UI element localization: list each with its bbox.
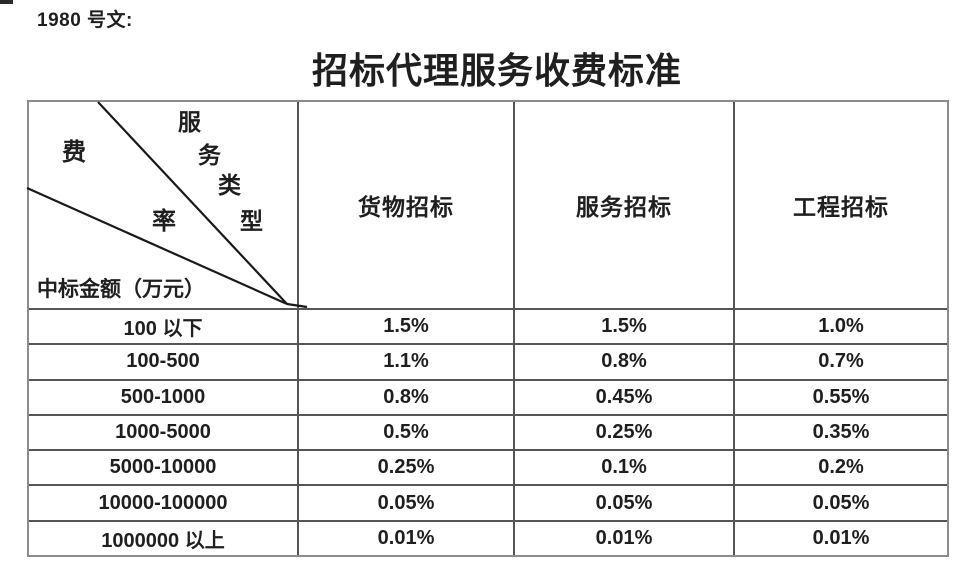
row-label: 1000-5000 [29, 413, 297, 449]
fee-value: 1.5% [297, 308, 513, 344]
fee-value: 0.25% [513, 413, 733, 450]
fee-value: 0.45% [513, 378, 733, 414]
fee-value: 0.8% [513, 343, 733, 379]
table-corner-header: 服 务 类 型 费 率 中标金额（万元） [26, 101, 308, 309]
fee-value: 1.5% [513, 308, 733, 344]
doc-number: 1980 号文: [37, 10, 133, 31]
row-label: 1000000 以上 [29, 519, 297, 555]
page-title: 招标代理服务收费标准 [311, 51, 682, 91]
fee-value: 0.01% [513, 519, 733, 555]
fee-value: 0.5% [297, 413, 513, 450]
corner-service-type-char: 务 [198, 143, 221, 168]
row-label: 100 以下 [29, 308, 297, 343]
fee-value: 1.0% [733, 308, 947, 344]
column-header-service: 服务招标 [513, 102, 733, 308]
corner-service-type-char: 服 [178, 110, 201, 135]
fee-value: 0.2% [733, 449, 947, 485]
corner-fee-rate-char: 费 [62, 140, 86, 166]
fee-value: 0.01% [297, 519, 513, 555]
fee-value: 0.01% [733, 519, 947, 555]
fee-value: 0.05% [733, 484, 947, 520]
column-header-project: 工程招标 [733, 102, 947, 308]
column-header-goods: 货物招标 [297, 102, 513, 308]
fee-value: 0.7% [733, 343, 947, 379]
row-label: 5000-10000 [29, 449, 297, 484]
fee-value: 0.8% [297, 378, 513, 414]
corner-service-type-char: 型 [240, 209, 263, 234]
row-label: 500-1000 [29, 378, 297, 414]
fee-value: 0.05% [513, 484, 733, 520]
fee-table: 服 务 类 型 费 率 中标金额（万元） 货物招标 服务招标 工程招标 100 … [26, 100, 949, 557]
scan-artifact-mark [0, 0, 13, 4]
fee-value: 0.35% [733, 413, 947, 450]
row-axis-label: 中标金额（万元） [37, 277, 205, 301]
fee-value: 0.25% [297, 449, 513, 485]
fee-value: 1.1% [297, 343, 513, 379]
diagonal-divider-lines [26, 101, 308, 309]
corner-service-type-char: 类 [218, 173, 241, 198]
row-label: 100-500 [29, 343, 297, 378]
fee-value: 0.05% [297, 484, 513, 520]
row-label: 10000-100000 [29, 484, 297, 519]
fee-value: 0.1% [513, 449, 733, 485]
corner-fee-rate-char: 率 [152, 209, 176, 235]
fee-value: 0.55% [733, 378, 947, 414]
